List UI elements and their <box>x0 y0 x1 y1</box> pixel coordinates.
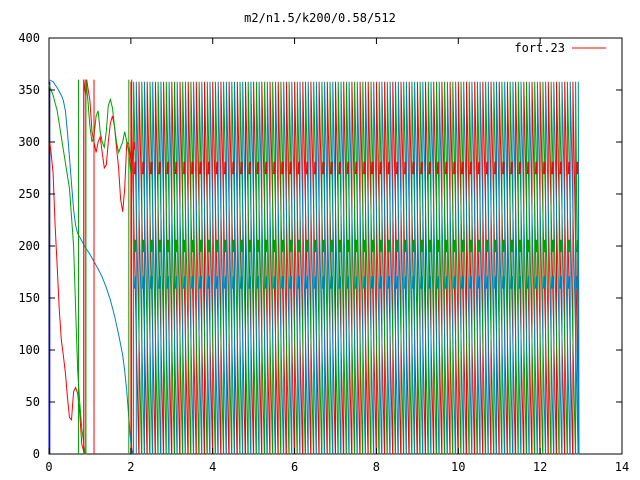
x-tick-label-7: 14 <box>615 460 629 474</box>
chart-title: m2/n1.5/k200/0.58/512 <box>244 11 396 25</box>
oscillation-trace-2 <box>135 81 580 455</box>
series-line-0 <box>48 81 51 455</box>
x-tick-label-0: 0 <box>45 460 52 474</box>
x-tick-label-1: 2 <box>127 460 134 474</box>
mid-band-2 <box>133 276 579 289</box>
y-tick-label-5: 250 <box>18 187 40 201</box>
y-tick-label-0: 0 <box>33 447 40 461</box>
x-tick-label-2: 4 <box>209 460 216 474</box>
y-tick-label-6: 300 <box>18 135 40 149</box>
tick-layer: 0 2 4 6 8 10 12 14 0 50 100 150 200 250 300 350 400 <box>18 31 629 474</box>
y-tick-label-1: 50 <box>26 395 40 409</box>
series-line-1 <box>49 79 136 453</box>
y-tick-label-2: 100 <box>18 343 40 357</box>
x-tick-label-6: 12 <box>533 460 547 474</box>
y-tick-label-3: 150 <box>18 291 40 305</box>
y-tick-label-4: 200 <box>18 239 40 253</box>
series-line-3 <box>48 79 134 455</box>
series-layer <box>48 79 580 455</box>
x-tick-label-4: 8 <box>373 460 380 474</box>
x-tick-label-3: 6 <box>291 460 298 474</box>
x-tick-label-5: 10 <box>451 460 465 474</box>
y-tick-label-7: 350 <box>18 83 40 97</box>
legend: fort.23 <box>514 41 606 55</box>
legend-label-fort23: fort.23 <box>514 41 565 55</box>
y-tick-label-8: 400 <box>18 31 40 45</box>
series-line-2 <box>48 79 132 455</box>
mid-band-1 <box>133 239 579 253</box>
mid-band-0 <box>133 161 579 175</box>
